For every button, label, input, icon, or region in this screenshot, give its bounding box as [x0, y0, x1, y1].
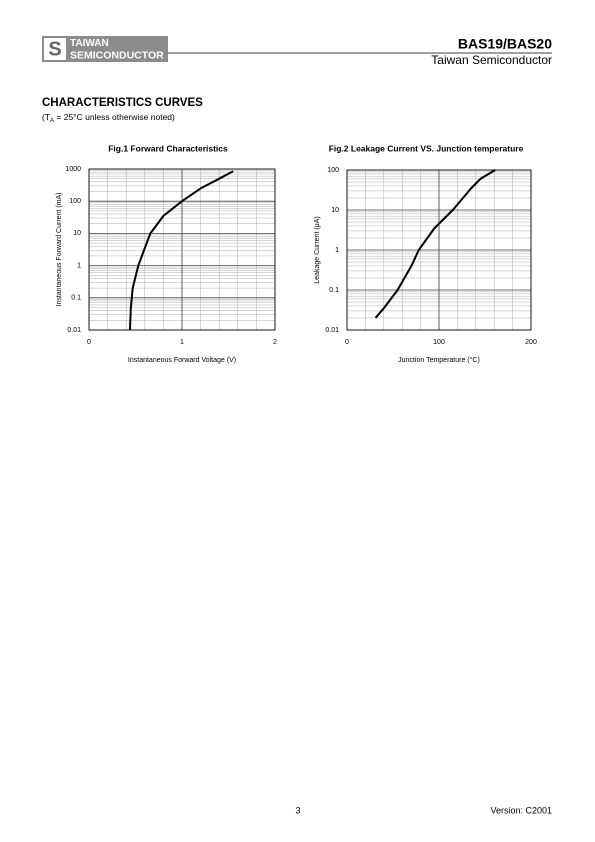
y-tick-label: 100	[327, 167, 339, 174]
y-tick-label: 0.01	[325, 327, 339, 334]
y-tick-label: 1	[335, 247, 339, 254]
section-title: CHARACTERISTICS CURVES	[42, 97, 203, 109]
x-tick-label: 0	[87, 339, 91, 346]
note-sub: A	[50, 118, 54, 124]
version: Version: C2001	[490, 805, 552, 815]
plot-frame	[346, 169, 532, 331]
x-tick-label: 2	[273, 339, 277, 346]
y-tick-label: 0.1	[329, 287, 339, 294]
chart-title: Fig.1 Forward Characteristics	[108, 143, 228, 153]
series-line	[374, 169, 496, 319]
x-tick-label: 1	[180, 339, 184, 346]
x-tick-label: 0	[345, 339, 349, 346]
note-prefix: (T	[42, 112, 50, 122]
logo: S TAIWAN SEMICONDUCTOR	[42, 36, 168, 62]
y-tick-label: 100	[69, 198, 81, 205]
y-tick-label: 0.1	[71, 295, 81, 302]
x-axis-label: Instantaneous Forward Voltage (V)	[128, 357, 236, 364]
logo-line2: SEMICONDUCTOR	[70, 49, 164, 61]
plot-frame	[88, 168, 276, 331]
x-axis-label: Junction Temperature (°C)	[398, 356, 480, 364]
logo-line1: TAIWAN	[70, 38, 109, 49]
x-tick-label: 200	[525, 339, 537, 346]
logo-icon-bg	[44, 38, 66, 60]
company: Taiwan Semiconductor	[431, 53, 552, 67]
y-axis-label: Instantaneous Forward Current (mA)	[56, 193, 63, 307]
y-axis-label: Leakage Current (μA)	[314, 216, 321, 283]
note-suffix: = 25°C unless otherwise noted)	[54, 112, 175, 122]
chart: Fig.1 Forward Characteristics0.010.11101…	[56, 143, 277, 364]
logo-icon: S	[48, 38, 61, 60]
chart-title: Fig.2 Leakage Current VS. Junction tempe…	[329, 143, 524, 153]
series-line	[128, 170, 234, 331]
chart: Fig.2 Leakage Current VS. Junction tempe…	[314, 143, 537, 364]
y-tick-label: 1	[77, 262, 81, 269]
section-note: (TA = 25°C unless otherwise noted)	[42, 112, 175, 123]
x-tick-label: 100	[433, 339, 445, 346]
y-tick-label: 1000	[65, 166, 81, 173]
part-number: BAS19/BAS20	[458, 36, 552, 52]
y-tick-label: 0.01	[67, 327, 81, 334]
y-tick-label: 10	[331, 207, 339, 214]
page-number: 3	[295, 805, 300, 815]
y-tick-label: 10	[73, 230, 81, 237]
